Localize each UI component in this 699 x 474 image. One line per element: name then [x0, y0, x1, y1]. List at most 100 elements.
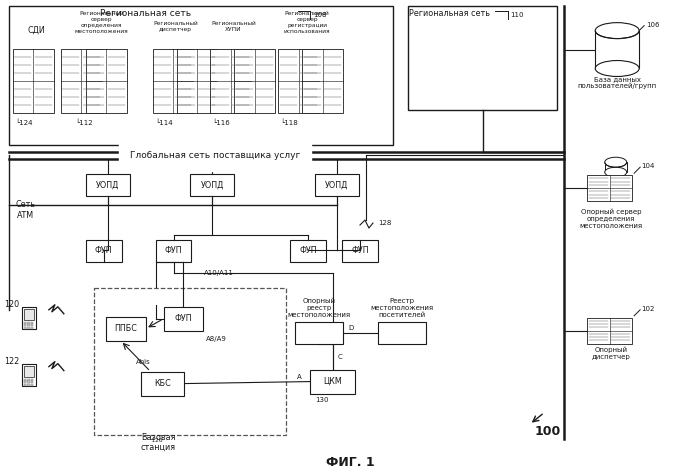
Text: ФУП: ФУП	[175, 314, 192, 323]
Bar	[24, 322, 27, 324]
Text: └118: └118	[280, 119, 298, 126]
Ellipse shape	[596, 61, 639, 76]
Text: 106: 106	[646, 22, 660, 27]
FancyBboxPatch shape	[605, 162, 627, 172]
Text: Опорный
диспетчер: Опорный диспетчер	[592, 347, 630, 360]
Text: ФУП: ФУП	[351, 246, 369, 255]
FancyBboxPatch shape	[86, 174, 129, 196]
Ellipse shape	[605, 157, 627, 167]
Text: 110: 110	[510, 12, 524, 18]
Text: 130: 130	[315, 397, 329, 402]
FancyBboxPatch shape	[22, 364, 36, 385]
Text: C: C	[338, 354, 343, 360]
Text: Сеть
АТМ: Сеть АТМ	[16, 201, 36, 220]
FancyBboxPatch shape	[596, 31, 639, 69]
Bar	[24, 327, 27, 329]
Bar	[24, 381, 27, 383]
Text: A: A	[297, 374, 302, 380]
Bar	[31, 322, 34, 324]
Text: УОПД: УОПД	[201, 181, 224, 190]
Bar	[24, 383, 27, 385]
FancyBboxPatch shape	[234, 48, 275, 113]
Text: ППБС: ППБС	[114, 324, 137, 333]
Text: Региональный
ХУПИ: Региональный ХУПИ	[211, 21, 256, 32]
Text: База данных
пользователей/групп: База данных пользователей/групп	[577, 76, 657, 89]
Text: Глобальная сеть поставщика услуг: Глобальная сеть поставщика услуг	[130, 151, 301, 160]
FancyBboxPatch shape	[290, 240, 326, 262]
FancyBboxPatch shape	[408, 6, 557, 110]
Text: 108: 108	[313, 12, 326, 18]
Text: └116: └116	[212, 119, 230, 126]
Text: 100: 100	[534, 425, 561, 438]
FancyBboxPatch shape	[190, 174, 234, 196]
FancyBboxPatch shape	[24, 309, 34, 320]
Text: └112: └112	[75, 119, 92, 126]
Text: ФУП: ФУП	[95, 246, 113, 255]
Bar	[27, 327, 30, 329]
FancyBboxPatch shape	[156, 240, 192, 262]
FancyBboxPatch shape	[86, 48, 127, 113]
Bar	[31, 381, 34, 383]
FancyBboxPatch shape	[310, 370, 355, 393]
Bar	[24, 324, 27, 326]
Text: КБС: КБС	[154, 379, 171, 388]
Text: Региональный
диспетчер: Региональный диспетчер	[153, 21, 198, 32]
FancyBboxPatch shape	[140, 372, 185, 395]
Text: ФИГ. 1: ФИГ. 1	[326, 456, 374, 469]
Bar	[31, 383, 34, 385]
FancyBboxPatch shape	[378, 322, 426, 344]
FancyBboxPatch shape	[302, 48, 343, 113]
Bar	[27, 379, 30, 381]
Text: D: D	[348, 325, 354, 331]
Ellipse shape	[605, 167, 627, 177]
Text: ФУП: ФУП	[299, 246, 317, 255]
FancyBboxPatch shape	[587, 175, 632, 201]
Text: Глобальная сеть поставщика услуг: Глобальная сеть поставщика услуг	[130, 151, 301, 160]
FancyBboxPatch shape	[94, 288, 286, 436]
Text: Региональная сеть: Региональная сеть	[409, 9, 490, 18]
FancyBboxPatch shape	[342, 240, 378, 262]
FancyBboxPatch shape	[24, 365, 34, 376]
Bar	[27, 324, 30, 326]
FancyBboxPatch shape	[177, 48, 217, 113]
FancyBboxPatch shape	[587, 318, 632, 344]
FancyBboxPatch shape	[315, 174, 359, 196]
Text: УОПД: УОПД	[96, 181, 120, 190]
Text: Региональный
сервер
определения
местоположения: Региональный сервер определения местопол…	[75, 11, 129, 34]
Text: A10/A11: A10/A11	[203, 270, 233, 276]
FancyBboxPatch shape	[152, 48, 194, 113]
Text: Базовая
станция: Базовая станция	[141, 433, 176, 452]
FancyBboxPatch shape	[106, 317, 145, 341]
Text: 104: 104	[641, 163, 654, 169]
Bar	[27, 381, 30, 383]
Text: └124: └124	[15, 119, 33, 126]
Bar	[27, 383, 30, 385]
Text: 120: 120	[4, 301, 19, 310]
Text: ФУП: ФУП	[165, 246, 182, 255]
FancyBboxPatch shape	[295, 322, 343, 344]
Text: СДИ: СДИ	[27, 26, 45, 35]
Text: └114: └114	[154, 119, 173, 126]
Text: Опорный сервер
определения
местоположения: Опорный сервер определения местоположени…	[579, 209, 643, 229]
FancyBboxPatch shape	[9, 6, 393, 145]
FancyBboxPatch shape	[13, 48, 54, 113]
FancyBboxPatch shape	[22, 307, 36, 329]
Ellipse shape	[596, 23, 639, 38]
Bar	[31, 379, 34, 381]
Text: Региональный
сервер
регистрации
использования: Региональный сервер регистрации использо…	[284, 11, 331, 34]
Text: Опорный
реестр
местоположения: Опорный реестр местоположения	[287, 298, 351, 318]
Bar	[31, 327, 34, 329]
Text: Региональная сеть: Региональная сеть	[100, 9, 191, 18]
Text: └126: └126	[149, 438, 163, 443]
FancyBboxPatch shape	[86, 240, 122, 262]
Text: УОПД: УОПД	[325, 181, 349, 190]
Text: 122: 122	[3, 357, 19, 366]
Bar	[27, 322, 30, 324]
FancyBboxPatch shape	[164, 307, 203, 331]
Text: 102: 102	[641, 306, 654, 312]
FancyBboxPatch shape	[278, 48, 319, 113]
Bar	[24, 379, 27, 381]
Text: Реестр
местоположения
посетителей: Реестр местоположения посетителей	[370, 298, 433, 318]
Text: A8/A9: A8/A9	[206, 336, 227, 342]
FancyBboxPatch shape	[61, 48, 102, 113]
